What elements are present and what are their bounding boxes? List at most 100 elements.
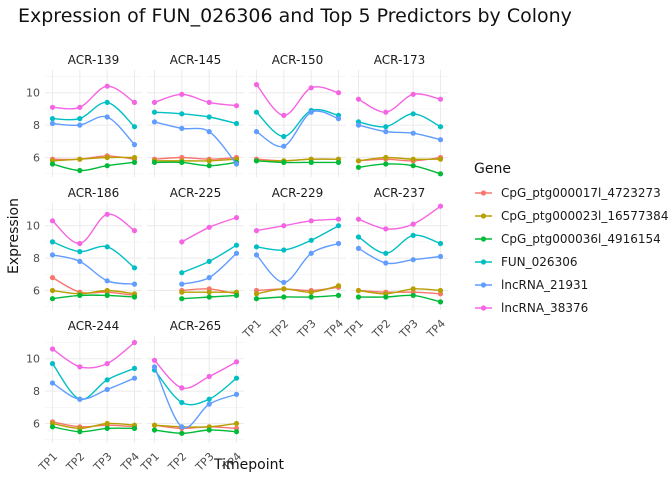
series-line xyxy=(154,156,237,160)
data-point xyxy=(104,425,110,431)
x-tick-label: TP3 xyxy=(90,450,114,474)
data-point xyxy=(335,216,342,222)
data-point xyxy=(179,159,185,165)
legend-key-point xyxy=(480,259,487,265)
data-point xyxy=(233,359,240,365)
data-point xyxy=(49,424,56,430)
y-tick-label: 8 xyxy=(33,252,40,265)
facet-panel-acr-225: ACR-225 xyxy=(147,186,244,310)
data-point xyxy=(151,119,158,125)
data-point xyxy=(206,427,212,433)
data-point xyxy=(77,258,83,264)
series-line xyxy=(52,276,135,297)
data-point xyxy=(77,116,83,122)
data-point xyxy=(253,129,260,135)
data-point xyxy=(355,216,362,222)
data-point xyxy=(77,429,83,435)
data-point xyxy=(179,424,185,430)
data-point xyxy=(104,386,110,393)
data-point xyxy=(131,142,138,148)
data-point xyxy=(104,278,110,284)
series-line xyxy=(154,111,237,125)
data-point xyxy=(335,90,342,96)
data-point xyxy=(233,242,240,248)
data-point xyxy=(335,283,342,289)
series-line xyxy=(52,422,135,430)
data-point xyxy=(49,287,56,294)
data-point xyxy=(383,124,389,130)
data-point xyxy=(437,124,444,130)
data-point xyxy=(77,104,83,110)
series-line xyxy=(255,84,339,117)
facet-strip-label: ACR-244 xyxy=(68,319,119,333)
legend-key xyxy=(475,282,492,288)
x-tick-label: TP1 xyxy=(342,317,366,341)
legend-key-point xyxy=(480,213,487,219)
data-point xyxy=(131,365,138,371)
data-point xyxy=(281,247,287,253)
data-point xyxy=(437,240,444,247)
data-point xyxy=(308,289,314,295)
series-line xyxy=(358,163,441,175)
chart-title: Expression of FUN_026306 and Top 5 Predi… xyxy=(18,5,572,27)
data-point xyxy=(253,109,260,115)
series-line xyxy=(154,158,237,162)
data-point xyxy=(104,244,110,250)
x-tick-label: TP4 xyxy=(322,317,346,341)
series-line xyxy=(358,247,441,265)
data-point xyxy=(179,296,185,302)
data-point xyxy=(131,124,138,130)
data-point xyxy=(179,430,185,436)
legend-label: CpG_ptg000036l_4916154 xyxy=(501,232,661,246)
data-point xyxy=(383,161,389,167)
data-point xyxy=(308,85,314,91)
data-point xyxy=(233,215,240,221)
data-point xyxy=(206,275,212,281)
data-point xyxy=(77,364,83,370)
series-line xyxy=(52,213,135,245)
data-point xyxy=(49,296,56,302)
data-point xyxy=(410,111,416,117)
data-point xyxy=(410,286,416,292)
data-point xyxy=(410,292,416,298)
data-point xyxy=(308,294,314,300)
series-line xyxy=(52,377,135,400)
data-point xyxy=(437,156,444,162)
data-point xyxy=(253,252,260,258)
data-point xyxy=(437,253,444,260)
data-point xyxy=(206,163,212,169)
x-tick-label: TP2 xyxy=(165,450,189,474)
data-point xyxy=(49,104,56,110)
series-line xyxy=(52,85,135,110)
data-point xyxy=(335,292,342,298)
data-point xyxy=(410,91,416,97)
x-tick-label: TP1 xyxy=(36,450,60,474)
data-point xyxy=(206,294,212,300)
data-point xyxy=(281,159,287,165)
data-point xyxy=(131,375,138,381)
y-tick-label: 6 xyxy=(33,152,40,165)
data-point xyxy=(104,377,110,383)
data-point xyxy=(179,289,185,295)
data-point xyxy=(179,385,185,391)
data-point xyxy=(131,339,138,346)
data-point xyxy=(281,112,287,118)
facet-strip-label: ACR-173 xyxy=(374,53,425,67)
facet-panel-acr-237: ACR-237 TP1 TP2 TP3 TP4 xyxy=(342,186,448,341)
data-point xyxy=(206,114,212,120)
legend-key xyxy=(475,190,492,196)
facet-strip-label: ACR-150 xyxy=(272,53,323,67)
data-point xyxy=(131,99,138,105)
y-tick-label: 6 xyxy=(33,285,40,298)
data-point xyxy=(253,158,260,164)
series-line xyxy=(52,161,135,172)
data-point xyxy=(77,122,83,128)
y-tick-label: 10 xyxy=(26,87,40,100)
facet-panel-acr-244: ACR-244 6 8 10 TP1 TP2 TP3 TP4 xyxy=(26,319,142,474)
series-line xyxy=(153,366,237,429)
series-line xyxy=(52,241,135,269)
data-point xyxy=(410,221,416,227)
legend-key xyxy=(475,236,492,242)
data-point xyxy=(410,163,416,169)
